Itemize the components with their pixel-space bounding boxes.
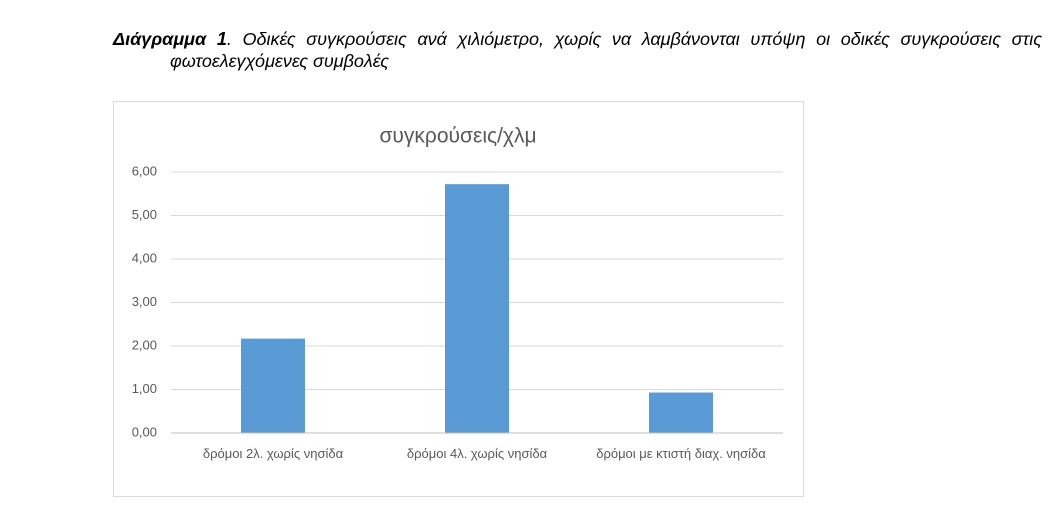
x-tick-label: δρόμοι 4λ. χωρίς νησίδα (406, 446, 548, 461)
y-tick-label: 2,00 (132, 337, 157, 352)
bar (241, 338, 305, 433)
caption-label: Διάγραμμα 1 (113, 29, 227, 49)
caption: Διάγραμμα 1. Οδικές συγκρούσεις ανά χιλι… (113, 28, 1042, 72)
x-tick-label: δρόμοι με κτιστή διαχ. νησίδα (596, 446, 766, 461)
x-tick-label: δρόμοι 2λ. χωρίς νησίδα (202, 446, 344, 461)
y-tick-label: 1,00 (132, 381, 157, 396)
y-tick-label: 3,00 (132, 294, 157, 309)
y-tick-label: 6,00 (132, 163, 157, 178)
y-tick-label: 4,00 (132, 250, 157, 265)
y-tick-label: 0,00 (132, 424, 157, 439)
bar (649, 392, 713, 433)
bar (445, 184, 509, 433)
caption-text: . Οδικές συγκρούσεις ανά χιλιόμετρο, χωρ… (170, 29, 1042, 71)
chart-title: συγκρούσεις/χλμ (379, 125, 536, 148)
y-tick-label: 5,00 (132, 207, 157, 222)
